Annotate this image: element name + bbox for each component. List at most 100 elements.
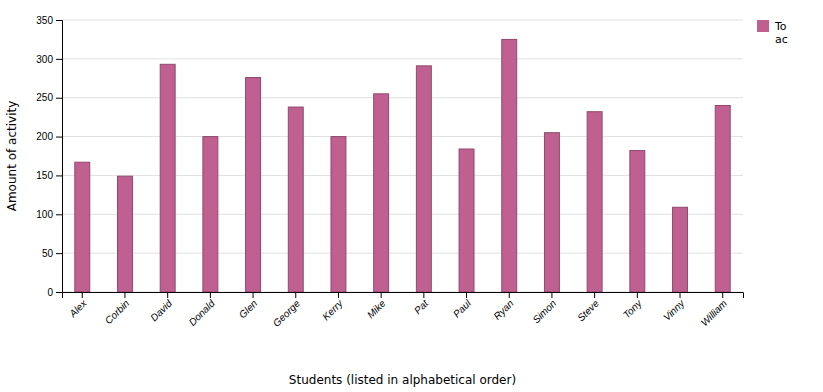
tick-label: David xyxy=(148,297,174,323)
tick-mark xyxy=(722,292,723,298)
tick: Steve xyxy=(575,292,601,324)
grid xyxy=(62,20,743,292)
tick-label: 300 xyxy=(36,54,53,65)
tick-mark xyxy=(124,292,125,298)
marks xyxy=(75,39,730,292)
tick-mark xyxy=(56,175,62,176)
tick: David xyxy=(148,292,174,324)
tick: Kerry xyxy=(320,292,345,322)
bar xyxy=(502,39,517,292)
tick: 100 xyxy=(36,209,62,220)
tick: 50 xyxy=(42,248,62,259)
y-axis: 0 50 100 150 200 250 300 350 xyxy=(36,15,62,298)
tick-mark xyxy=(56,214,62,215)
tick-label: Pat xyxy=(412,297,431,316)
bar xyxy=(587,112,602,292)
tick-label: 250 xyxy=(36,92,53,103)
tick-mark xyxy=(56,137,62,138)
tick: 250 xyxy=(36,92,62,103)
tick-label: William xyxy=(699,298,730,329)
tick-mark xyxy=(680,292,681,298)
tick-mark xyxy=(551,292,552,298)
bar xyxy=(673,207,688,292)
tick-mark xyxy=(338,292,339,298)
tick: Mike xyxy=(365,292,388,320)
tick-label: Simon xyxy=(530,297,558,325)
tick-label: Donald xyxy=(187,297,217,327)
tick: Alex xyxy=(66,292,89,320)
tick-mark xyxy=(295,292,296,298)
tick: 200 xyxy=(36,131,62,142)
tick-label: Ryan xyxy=(491,297,516,322)
tick-mark xyxy=(56,59,62,60)
tick: George xyxy=(271,292,303,329)
tick-label: 0 xyxy=(47,287,53,298)
tick: Ryan xyxy=(491,292,516,322)
tick: Pat xyxy=(412,292,431,316)
tick-mark xyxy=(466,292,467,298)
bar xyxy=(416,66,431,292)
tick-label: Mike xyxy=(365,297,388,320)
tick: 0 xyxy=(47,287,62,298)
tick: Simon xyxy=(530,292,558,325)
bar xyxy=(160,64,175,292)
tick-mark xyxy=(210,292,211,298)
tick: Corbin xyxy=(103,292,132,326)
grid-line xyxy=(62,20,743,21)
bar xyxy=(118,176,133,292)
bar xyxy=(715,105,730,292)
tick-label: Kerry xyxy=(320,297,345,322)
grid-line xyxy=(62,58,743,59)
tick: William xyxy=(699,292,730,328)
tick-label: 150 xyxy=(36,170,53,181)
bar xyxy=(246,78,261,292)
tick: Glen xyxy=(237,292,260,320)
x-axis: Alex Corbin David Donald Glen George Kerry Mike… xyxy=(63,292,744,329)
tick-mark xyxy=(167,292,168,298)
y-axis-title: Amount of activity xyxy=(5,101,19,212)
tick: 350 xyxy=(36,15,62,26)
tick-label: 350 xyxy=(36,15,53,26)
tick-label: Glen xyxy=(237,297,260,320)
legend-swatch xyxy=(757,20,769,32)
tick: Vinny xyxy=(661,292,687,323)
tick-mark xyxy=(637,292,638,298)
tick-label: 100 xyxy=(36,209,53,220)
plot: 0 50 100 150 200 250 300 350 Alex Corbin David Dona… xyxy=(36,15,743,329)
tick: 150 xyxy=(36,170,62,181)
tick-mark xyxy=(253,292,254,298)
tick-label: George xyxy=(271,297,303,329)
tick-mark xyxy=(56,98,62,99)
legend: Toac xyxy=(757,20,788,46)
bar xyxy=(459,149,474,292)
tick-label: Corbin xyxy=(103,297,132,326)
tick-mark xyxy=(56,292,62,293)
tick-label: 200 xyxy=(36,131,53,142)
bar xyxy=(288,107,303,292)
bar xyxy=(203,137,218,292)
legend-item: Toac xyxy=(757,20,788,46)
chart: 0 50 100 150 200 250 300 350 Alex Corbin David Dona… xyxy=(0,0,823,392)
tick: Donald xyxy=(187,292,217,328)
bar xyxy=(630,151,645,292)
axis-line xyxy=(63,293,744,299)
tick: 300 xyxy=(36,54,62,65)
tick-label: Paul xyxy=(451,297,473,319)
tick-label: Steve xyxy=(575,297,601,323)
tick-mark xyxy=(509,292,510,298)
x-axis-title: Students (listed in alphabetical order) xyxy=(289,373,516,387)
tick-mark xyxy=(56,20,62,21)
bar xyxy=(544,133,559,292)
tick-label: Tony xyxy=(621,297,645,321)
axis-line xyxy=(56,21,63,293)
tick-mark xyxy=(82,292,83,298)
tick-mark xyxy=(381,292,382,298)
legend-label: Toac xyxy=(774,20,788,46)
tick-mark xyxy=(56,253,62,254)
tick-mark xyxy=(423,292,424,298)
bar xyxy=(75,162,90,292)
tick-label: Vinny xyxy=(661,297,687,323)
tick-mark xyxy=(594,292,595,298)
bar xyxy=(374,94,389,292)
tick-label: 50 xyxy=(42,248,54,259)
